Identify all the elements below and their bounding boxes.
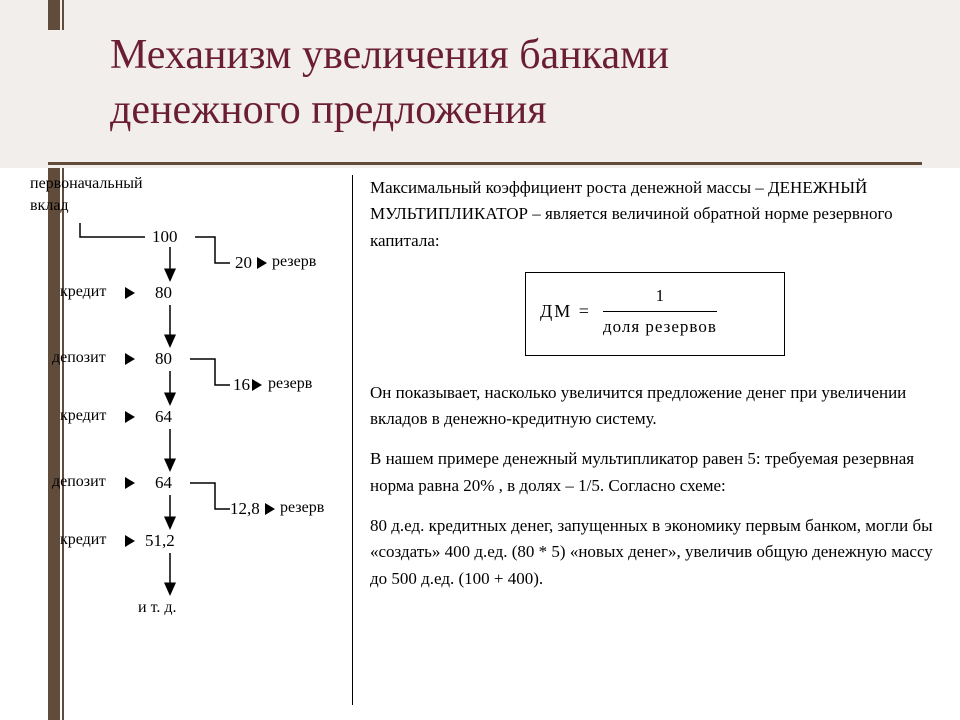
text-column: Максимальный коэффициент роста денежной … bbox=[370, 175, 940, 606]
val-80a: 80 bbox=[155, 283, 172, 303]
label-reserve-1: резерв bbox=[272, 253, 316, 271]
formula-numerator: 1 bbox=[603, 283, 717, 311]
label-credit-3: кредит bbox=[60, 531, 106, 549]
label-initial: первоначальный bbox=[30, 175, 143, 193]
val-51-2: 51,2 bbox=[145, 531, 175, 551]
title-line-2: денежного предложения bbox=[110, 87, 547, 133]
label-credit-2: кредит bbox=[60, 407, 106, 425]
val-16: 16 bbox=[233, 375, 250, 395]
accent-bar-top bbox=[48, 0, 60, 30]
column-divider bbox=[352, 175, 353, 705]
val-100: 100 bbox=[152, 227, 178, 247]
val-80b: 80 bbox=[155, 349, 172, 369]
val-64a: 64 bbox=[155, 407, 172, 427]
paragraph-2: Он показывает, насколько увеличится пред… bbox=[370, 380, 940, 433]
label-etc: и т. д. bbox=[138, 599, 177, 617]
page-title: Механизм увеличения банками денежного пр… bbox=[110, 28, 669, 137]
label-vklad: вклад bbox=[30, 197, 69, 215]
paragraph-3: В нашем примере денежный мультипликатор … bbox=[370, 446, 940, 499]
label-deposit-2: депозит bbox=[52, 473, 106, 491]
flow-diagram: первоначальный вклад 100 20 резерв креди… bbox=[30, 175, 340, 705]
formula-box: ДМ = 1 доля резервов bbox=[525, 272, 785, 356]
formula-left: ДМ = bbox=[540, 298, 591, 326]
title-underline bbox=[48, 162, 922, 165]
val-12-8: 12,8 bbox=[230, 499, 260, 519]
title-line-1: Механизм увеличения банками bbox=[110, 32, 669, 78]
formula-denominator: доля резервов bbox=[603, 311, 717, 340]
label-deposit-1: депозит bbox=[52, 349, 106, 367]
val-20: 20 bbox=[235, 253, 252, 273]
formula-fraction: 1 доля резервов bbox=[603, 283, 717, 341]
thin-line-top bbox=[62, 0, 64, 30]
label-reserve-2: резерв bbox=[268, 375, 312, 393]
label-credit-1: кредит bbox=[60, 283, 106, 301]
paragraph-1: Максимальный коэффициент роста денежной … bbox=[370, 175, 940, 254]
content-area: первоначальный вклад 100 20 резерв креди… bbox=[30, 175, 950, 715]
val-64b: 64 bbox=[155, 473, 172, 493]
label-reserve-3: резерв bbox=[280, 499, 324, 517]
paragraph-4: 80 д.ед. кредитных денег, запущенных в э… bbox=[370, 513, 940, 592]
